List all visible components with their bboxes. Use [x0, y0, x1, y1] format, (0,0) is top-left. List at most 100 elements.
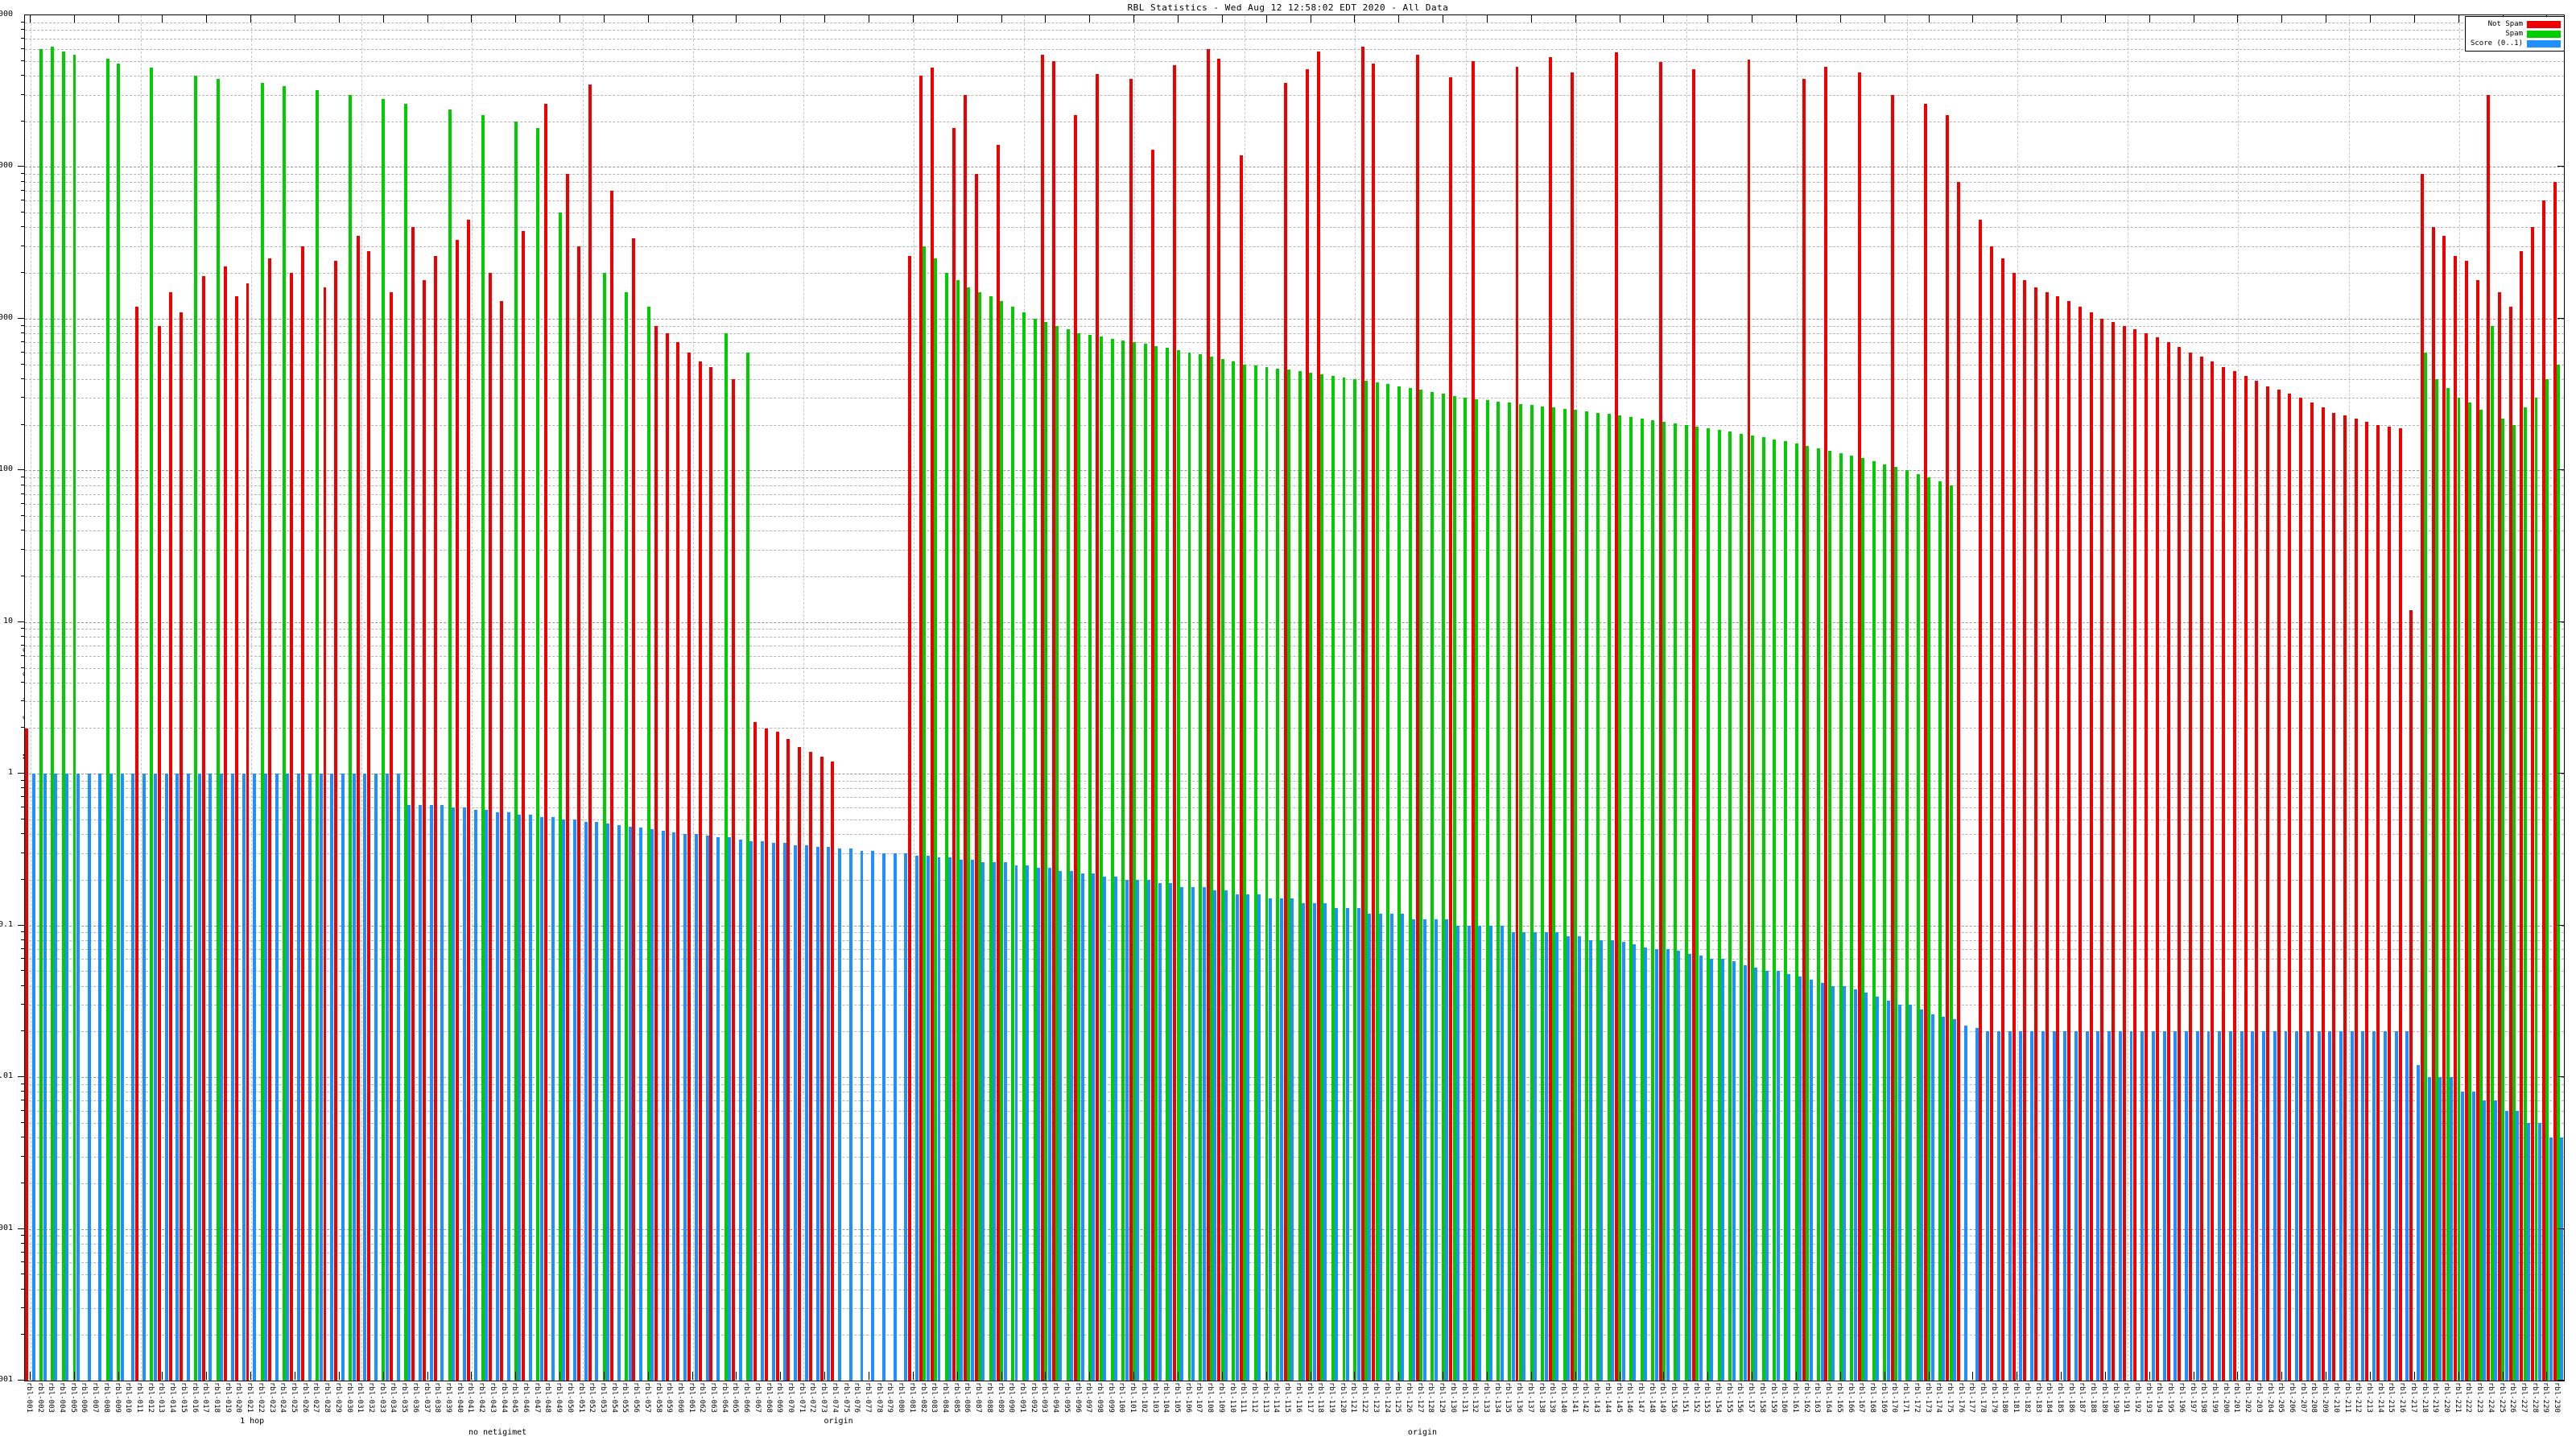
bar-group[interactable] [1482, 15, 1493, 1381]
bar-group[interactable] [643, 15, 654, 1381]
bar-group[interactable] [1150, 15, 1162, 1381]
bar-group[interactable] [1780, 15, 1791, 1381]
bar-group[interactable] [2211, 15, 2222, 1381]
bar-group[interactable] [1273, 15, 1284, 1381]
bar-group[interactable] [1736, 15, 1748, 1381]
bar-group[interactable] [466, 15, 478, 1381]
bar-group[interactable] [2012, 15, 2023, 1381]
bar-group[interactable] [621, 15, 633, 1381]
bar-group[interactable] [2255, 15, 2266, 1381]
bar-group[interactable] [1814, 15, 1825, 1381]
bar-group[interactable] [842, 15, 853, 1381]
bar-group[interactable] [1416, 15, 1427, 1381]
bar-group[interactable] [1305, 15, 1317, 1381]
bar-group[interactable] [1681, 15, 1692, 1381]
bar-group[interactable] [389, 15, 401, 1381]
bar-group[interactable] [2078, 15, 2090, 1381]
bar-group[interactable] [444, 15, 456, 1381]
bar-group[interactable] [1228, 15, 1240, 1381]
bar-group[interactable] [102, 15, 114, 1381]
bar-group[interactable] [720, 15, 732, 1381]
bar-group[interactable] [1084, 15, 1096, 1381]
bar-group[interactable] [2475, 15, 2487, 1381]
bar-group[interactable] [1979, 15, 1990, 1381]
bar-group[interactable] [731, 15, 743, 1381]
bar-group[interactable] [1063, 15, 1074, 1381]
bar-group[interactable] [1559, 15, 1571, 1381]
bar-group[interactable] [2508, 15, 2520, 1381]
bar-group[interactable] [1691, 15, 1703, 1381]
bar-group[interactable] [1824, 15, 1835, 1381]
bar-group[interactable] [1946, 15, 1957, 1381]
bar-group[interactable] [864, 15, 875, 1381]
bar-group[interactable] [1658, 15, 1670, 1381]
bar-group[interactable] [1239, 15, 1250, 1381]
bar-group[interactable] [742, 15, 753, 1381]
bar-group[interactable] [665, 15, 676, 1381]
bar-group[interactable] [1283, 15, 1294, 1381]
bar-group[interactable] [1714, 15, 1725, 1381]
bar-group[interactable] [1835, 15, 1847, 1381]
bar-group[interactable] [114, 15, 125, 1381]
bar-group[interactable] [1250, 15, 1261, 1381]
bar-group[interactable] [786, 15, 798, 1381]
bar-group[interactable] [191, 15, 202, 1381]
bar-group[interactable] [2531, 15, 2542, 1381]
bar-group[interactable] [1040, 15, 1052, 1381]
bar-group[interactable] [1791, 15, 1802, 1381]
bar-group[interactable] [499, 15, 511, 1381]
bar-group[interactable] [2464, 15, 2476, 1381]
bar-group[interactable] [1868, 15, 1880, 1381]
bar-group[interactable] [1538, 15, 1549, 1381]
bar-group[interactable] [1493, 15, 1505, 1381]
bar-group[interactable] [1118, 15, 1129, 1381]
bar-group[interactable] [753, 15, 765, 1381]
bar-group[interactable] [1162, 15, 1173, 1381]
bar-group[interactable] [510, 15, 522, 1381]
bar-group[interactable] [1195, 15, 1207, 1381]
bar-group[interactable] [2431, 15, 2442, 1381]
bar-group[interactable] [2299, 15, 2310, 1381]
bar-group[interactable] [2112, 15, 2123, 1381]
bar-group[interactable] [1350, 15, 1361, 1381]
bar-group[interactable] [1505, 15, 1516, 1381]
bar-group[interactable] [2056, 15, 2067, 1381]
bar-group[interactable] [2199, 15, 2211, 1381]
bar-group[interactable] [1471, 15, 1482, 1381]
bar-group[interactable] [1637, 15, 1648, 1381]
bar-group[interactable] [47, 15, 58, 1381]
bar-group[interactable] [246, 15, 257, 1381]
bar-group[interactable] [2178, 15, 2189, 1381]
bar-group[interactable] [433, 15, 444, 1381]
bar-group[interactable] [1880, 15, 1891, 1381]
bar-group[interactable] [1173, 15, 1184, 1381]
bar-group[interactable] [1582, 15, 1593, 1381]
bar-group[interactable] [1383, 15, 1394, 1381]
bar-group[interactable] [875, 15, 886, 1381]
bar-group[interactable] [378, 15, 390, 1381]
bar-group[interactable] [334, 15, 345, 1381]
bar-group[interactable] [2332, 15, 2343, 1381]
bar-group[interactable] [632, 15, 643, 1381]
bar-group[interactable] [1460, 15, 1472, 1381]
bar-group[interactable] [1934, 15, 1946, 1381]
bar-group[interactable] [25, 15, 36, 1381]
bar-group[interactable] [411, 15, 423, 1381]
bar-group[interactable] [930, 15, 941, 1381]
bar-group[interactable] [201, 15, 213, 1381]
bar-group[interactable] [400, 15, 411, 1381]
bar-group[interactable] [168, 15, 180, 1381]
bar-group[interactable] [2442, 15, 2454, 1381]
bar-group[interactable] [1802, 15, 1814, 1381]
bar-group[interactable] [2541, 15, 2553, 1381]
bar-group[interactable] [1339, 15, 1350, 1381]
bar-group[interactable] [522, 15, 533, 1381]
bar-group[interactable] [2365, 15, 2376, 1381]
bar-group[interactable] [566, 15, 577, 1381]
bar-group[interactable] [1030, 15, 1041, 1381]
bar-group[interactable] [1747, 15, 1758, 1381]
bar-group[interactable] [555, 15, 566, 1381]
bar-group[interactable] [963, 15, 975, 1381]
bar-group[interactable] [1648, 15, 1659, 1381]
bar-group[interactable] [1703, 15, 1714, 1381]
